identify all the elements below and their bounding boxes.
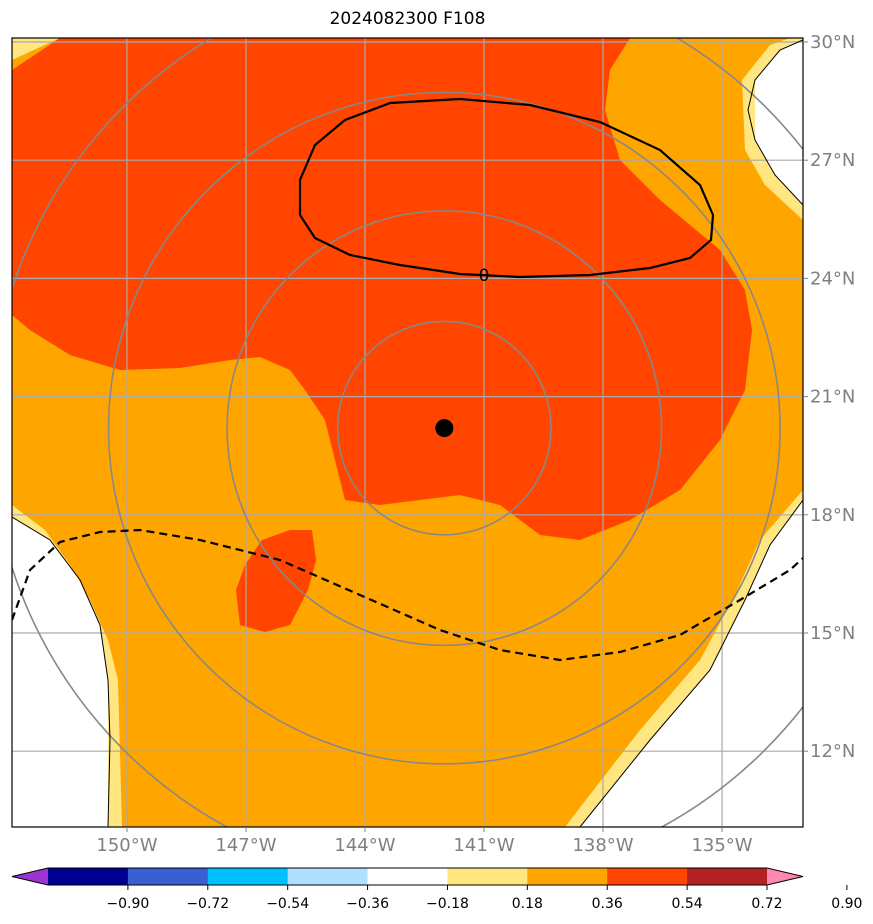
- land-left: [12, 517, 108, 827]
- colorbar-segment: [607, 868, 688, 885]
- colorbar-tick-label: 0.72: [751, 896, 782, 912]
- colorbar-tick-label: −0.72: [186, 896, 229, 912]
- lat-tick-label: 12°N: [810, 741, 855, 762]
- colorbar-segment: [527, 868, 608, 885]
- yellow-band-left: [12, 505, 122, 827]
- field-red-blob: [236, 530, 316, 632]
- yellow-band-right: [565, 490, 803, 827]
- colorbar-tick-label: 0.54: [672, 896, 703, 912]
- lon-tick-labels: 150°W 147°W 144°W 141°W 138°W 135°W: [96, 827, 753, 856]
- map-title: 2024082300 F108: [329, 9, 486, 29]
- colorbar-segment: [367, 868, 448, 885]
- lat-tick-label: 30°N: [810, 32, 855, 53]
- lon-tick-label: 141°W: [453, 835, 514, 856]
- colorbar-extend-high: [767, 868, 803, 885]
- colorbar-tick-label: 0.90: [831, 896, 862, 912]
- field-red-main: [12, 38, 752, 540]
- colorbar-segment: [287, 868, 369, 885]
- contour-label: 0: [479, 266, 490, 286]
- range-ring: [336, 320, 552, 536]
- colorbar-segment: [48, 868, 129, 885]
- range-ring: [107, 91, 781, 765]
- map-frame: [11, 37, 804, 828]
- land-bottom-right: [580, 500, 803, 827]
- colorbar-tick-label: −0.36: [346, 896, 389, 912]
- yellow-band-top-left: [12, 38, 60, 60]
- lat-tick-label: 18°N: [810, 505, 855, 526]
- contour-zero-solid: [298, 97, 715, 279]
- colorbar: −0.90 −0.72 −0.54 −0.36 −0.18 0.18 0.36 0.54 0.7…: [11, 867, 862, 912]
- colorbar-tick-label: −0.90: [106, 896, 149, 912]
- colorbar-outline: [11, 867, 804, 886]
- lat-tick-labels: 30°N 27°N 24°N 21°N 18°N 15°N 12°N: [803, 32, 855, 762]
- coastline-top-right: [747, 39, 803, 206]
- lon-tick-label: 150°W: [96, 835, 157, 856]
- map-panel: 0 30°N 27°N 24°N 21°N 18°N 15°N 12°N 150°W 147°…: [11, 32, 855, 856]
- colorbar-tick-label: −0.54: [266, 896, 309, 912]
- range-ring: [226, 210, 663, 647]
- colorbar-tick-label: −0.18: [426, 896, 469, 912]
- lat-tick-label: 27°N: [810, 150, 855, 171]
- contour-dashed: [12, 528, 803, 662]
- colorbar-tick-label: 0.36: [592, 896, 623, 912]
- lat-tick-label: 24°N: [810, 268, 855, 289]
- lon-tick-label: 138°W: [572, 835, 633, 856]
- colorbar-segment: [687, 868, 768, 885]
- lat-tick-label: 21°N: [810, 387, 855, 408]
- coastline-right: [579, 499, 803, 827]
- colorbar-segment: [127, 868, 209, 885]
- lat-tick-label: 15°N: [810, 623, 855, 644]
- coastline-left: [12, 516, 111, 827]
- colorbar-segment: [207, 868, 289, 885]
- colorbar-tick-label: 0.18: [512, 896, 543, 912]
- lon-tick-label: 144°W: [334, 835, 395, 856]
- range-rings: [12, 38, 803, 827]
- land-top-right: [755, 40, 803, 205]
- lon-tick-label: 135°W: [691, 835, 752, 856]
- storm-center-marker: [435, 419, 454, 438]
- colorbar-extend-low: [12, 868, 48, 885]
- lon-tick-label: 147°W: [215, 835, 276, 856]
- yellow-band-top-right: [742, 38, 803, 220]
- colorbar-segment: [447, 868, 528, 885]
